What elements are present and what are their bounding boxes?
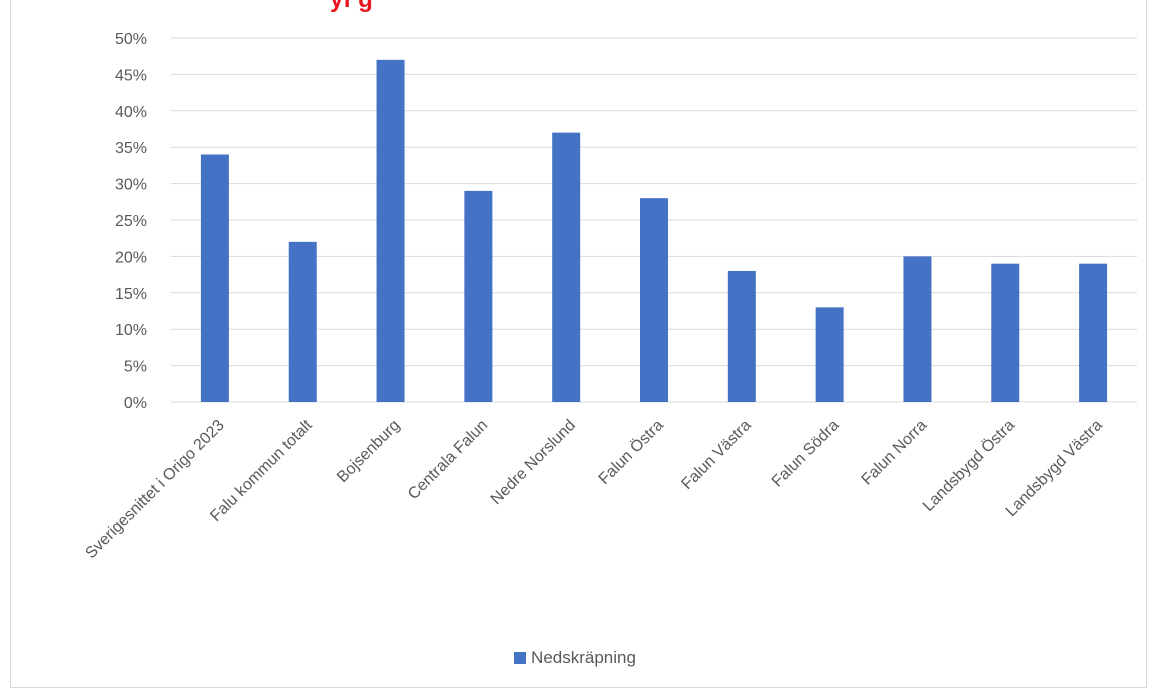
y-tick-label: 35%	[115, 140, 147, 157]
x-category-label: Falun Östra	[595, 416, 667, 488]
y-tick-label: 5%	[124, 359, 147, 376]
x-category-label: Sverigesnittet i Origo 2023	[82, 417, 227, 562]
y-tick-label: 50%	[115, 31, 147, 48]
x-category-label: Falun Norra	[859, 417, 931, 489]
x-category-label: Falun Södra	[769, 417, 843, 491]
chart-area	[10, 0, 1147, 688]
bar	[288, 241, 317, 402]
y-tick-label: 30%	[115, 177, 147, 194]
bar	[200, 154, 229, 402]
y-tick-label: 10%	[115, 322, 147, 339]
x-category-label: Centrala Falun	[405, 417, 491, 503]
chart-title-fragment: yi g	[330, 0, 373, 16]
bar	[464, 190, 493, 402]
bar	[815, 307, 844, 402]
x-category-label: Bojsenburg	[334, 417, 403, 486]
x-category-label: Landsbygd Östra	[919, 416, 1018, 515]
legend-swatch	[514, 652, 527, 664]
y-tick-label: 15%	[115, 286, 147, 303]
y-tick-label: 40%	[115, 104, 147, 121]
bar	[727, 270, 756, 402]
bar	[552, 132, 581, 402]
y-tick-label: 45%	[115, 67, 147, 84]
x-category-label: Falun Västra	[678, 417, 754, 493]
bar	[376, 59, 405, 403]
bar	[903, 256, 932, 402]
x-category-label: Landsbygd Västra	[1003, 417, 1106, 520]
y-tick-label: 25%	[115, 213, 147, 230]
bar	[1079, 263, 1108, 402]
bars	[200, 59, 1108, 403]
y-axis-tick-labels: 0% 5% 10% 15% 20% 25% 30% 35% 40% 45% 50%	[115, 31, 147, 412]
legend: Nedskräpning	[0, 648, 1150, 668]
y-tick-label: 0%	[124, 395, 147, 412]
bar	[640, 198, 668, 402]
x-category-label: Nedre Norslund	[488, 417, 579, 508]
bar	[991, 263, 1020, 402]
y-tick-label: 20%	[115, 249, 147, 266]
legend-label: Nedskräpning	[531, 648, 636, 667]
